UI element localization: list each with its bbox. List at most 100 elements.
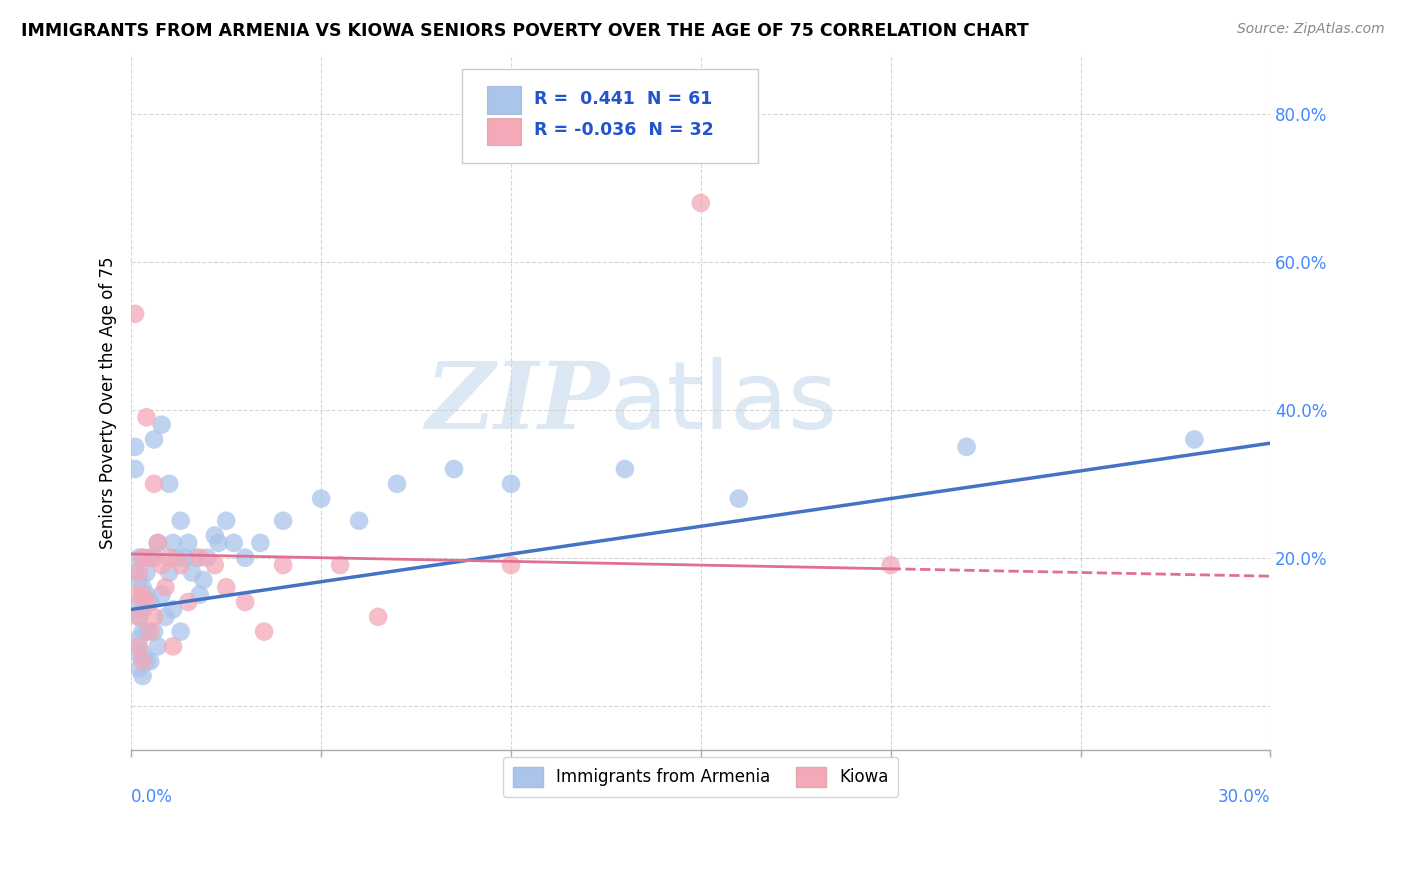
Point xyxy=(177,536,200,550)
Point xyxy=(155,580,177,594)
Point xyxy=(204,558,226,573)
Point xyxy=(385,476,408,491)
Point xyxy=(150,558,173,573)
Point xyxy=(166,550,188,565)
Point xyxy=(879,558,901,573)
Point xyxy=(499,476,522,491)
Point xyxy=(128,550,150,565)
Point xyxy=(222,536,245,550)
Point xyxy=(253,624,276,639)
Point xyxy=(150,588,173,602)
Text: R = -0.036  N = 32: R = -0.036 N = 32 xyxy=(534,121,714,139)
Point xyxy=(271,558,294,573)
FancyBboxPatch shape xyxy=(486,118,520,145)
Point xyxy=(135,624,157,639)
Point xyxy=(128,566,150,580)
Point xyxy=(193,573,215,587)
Point xyxy=(215,580,238,594)
Point xyxy=(169,558,191,573)
Point xyxy=(128,647,150,661)
Point xyxy=(184,550,207,565)
Point xyxy=(131,624,153,639)
Point xyxy=(162,602,184,616)
Text: atlas: atlas xyxy=(610,357,838,449)
Point xyxy=(131,550,153,565)
Point xyxy=(128,662,150,676)
Point xyxy=(139,654,162,668)
Point xyxy=(173,550,195,565)
Point xyxy=(124,307,146,321)
Point xyxy=(499,558,522,573)
Point xyxy=(146,640,169,654)
Text: Source: ZipAtlas.com: Source: ZipAtlas.com xyxy=(1237,22,1385,37)
Point xyxy=(347,514,370,528)
Point xyxy=(143,433,166,447)
Point xyxy=(139,550,162,565)
Point xyxy=(155,610,177,624)
Legend: Immigrants from Armenia, Kiowa: Immigrants from Armenia, Kiowa xyxy=(503,756,898,797)
Point xyxy=(249,536,271,550)
Point xyxy=(613,462,636,476)
Point xyxy=(128,610,150,624)
Point xyxy=(162,640,184,654)
Text: R =  0.441  N = 61: R = 0.441 N = 61 xyxy=(534,90,713,108)
Text: 0.0%: 0.0% xyxy=(131,788,173,806)
Text: ZIP: ZIP xyxy=(426,358,610,448)
Point xyxy=(443,462,465,476)
Point xyxy=(271,514,294,528)
Point xyxy=(124,588,146,602)
Point xyxy=(128,632,150,646)
Point xyxy=(124,566,146,580)
Point xyxy=(128,573,150,587)
Point xyxy=(143,610,166,624)
Point xyxy=(367,610,389,624)
Point xyxy=(233,550,256,565)
Point xyxy=(181,566,204,580)
Point xyxy=(135,410,157,425)
Y-axis label: Seniors Poverty Over the Age of 75: Seniors Poverty Over the Age of 75 xyxy=(100,256,117,549)
Point xyxy=(139,595,162,609)
Point xyxy=(157,566,180,580)
Point xyxy=(233,595,256,609)
Point xyxy=(128,595,150,609)
Point xyxy=(329,558,352,573)
Point xyxy=(139,624,162,639)
Point xyxy=(135,588,157,602)
Point xyxy=(128,610,150,624)
Point xyxy=(135,654,157,668)
Point xyxy=(157,476,180,491)
Point xyxy=(188,550,211,565)
Point xyxy=(146,536,169,550)
Point xyxy=(131,602,153,616)
Point xyxy=(1184,433,1206,447)
Point xyxy=(128,640,150,654)
Point xyxy=(195,550,218,565)
Point xyxy=(169,514,191,528)
Point xyxy=(955,440,977,454)
Point xyxy=(139,550,162,565)
Point xyxy=(135,595,157,609)
Point xyxy=(131,588,153,602)
Point xyxy=(143,476,166,491)
Point xyxy=(689,196,711,211)
FancyBboxPatch shape xyxy=(461,69,758,163)
Point xyxy=(309,491,332,506)
Text: IMMIGRANTS FROM ARMENIA VS KIOWA SENIORS POVERTY OVER THE AGE OF 75 CORRELATION : IMMIGRANTS FROM ARMENIA VS KIOWA SENIORS… xyxy=(21,22,1029,40)
Point xyxy=(131,654,153,668)
Point xyxy=(131,647,153,661)
Point xyxy=(131,669,153,683)
Point xyxy=(131,580,153,594)
Point xyxy=(143,624,166,639)
Point xyxy=(207,536,229,550)
Point xyxy=(150,417,173,432)
Point xyxy=(188,588,211,602)
Point xyxy=(124,440,146,454)
Text: 30.0%: 30.0% xyxy=(1218,788,1271,806)
Point xyxy=(124,462,146,476)
Point xyxy=(143,550,166,565)
Point xyxy=(146,536,169,550)
Point xyxy=(204,528,226,542)
FancyBboxPatch shape xyxy=(486,87,520,114)
Point xyxy=(131,550,153,565)
Point xyxy=(135,566,157,580)
